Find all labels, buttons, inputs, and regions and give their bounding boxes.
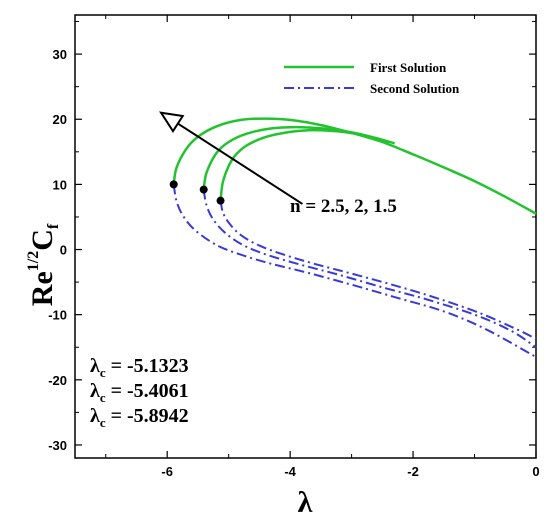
critical-value-3: λc = -5.8942	[90, 405, 189, 430]
critical-point	[169, 180, 178, 189]
y-axis-label-sub: f	[45, 223, 62, 229]
y-axis-label-sup: 1/2	[25, 251, 42, 271]
y-axis-label: Re1/2Cf	[25, 223, 62, 306]
x-axis-ticks: -6 -4 -2 0	[105, 15, 540, 479]
y-axis-label-c: C	[26, 229, 59, 251]
y-tick-label: 10	[53, 177, 67, 192]
plot-border	[74, 14, 537, 459]
critical-points	[169, 180, 225, 205]
y-tick-label: -30	[48, 438, 67, 453]
arrow-shaft	[177, 122, 303, 205]
series-first-n-1_5	[219, 128, 389, 201]
legend-label-first-solution: First Solution	[370, 60, 447, 75]
x-tick-label: -6	[161, 464, 173, 479]
y-tick-label: 20	[53, 112, 67, 127]
y-tick-label: -20	[48, 373, 67, 388]
series-second-n-1_5	[219, 200, 537, 340]
series-second-n-2	[202, 189, 537, 349]
legend-label-second-solution: Second Solution	[370, 81, 460, 96]
critical-values: λc = -5.1323 λc = -5.4061 λc = -5.8942	[90, 355, 189, 430]
y-tick-label: -10	[48, 308, 67, 323]
arrow-label: n = 2.5, 2, 1.5	[290, 196, 397, 217]
series-second-n-2_5	[172, 184, 537, 358]
x-axis-label: λ	[298, 486, 313, 519]
critical-value-1: λc = -5.1323	[90, 355, 189, 380]
y-axis-ticks: -30 -20 -10 0 10 20 30	[48, 21, 536, 453]
arrow-head	[159, 111, 185, 133]
critical-point	[199, 185, 208, 194]
series-layer	[172, 117, 537, 358]
critical-value-2: λc = -5.4061	[90, 380, 189, 405]
y-tick-label: 30	[53, 47, 67, 62]
direction-arrow	[159, 111, 303, 205]
y-tick-label: 0	[60, 243, 67, 258]
svg-text:Re1/2Cf: Re1/2Cf	[25, 223, 62, 306]
critical-point	[216, 196, 225, 205]
plot-frame	[74, 14, 537, 459]
x-tick-label: -2	[407, 464, 419, 479]
y-axis-label-re: Re	[26, 271, 59, 306]
x-tick-label: -4	[284, 464, 296, 479]
x-tick-label: 0	[532, 464, 539, 479]
series-first-n-2_5	[172, 117, 537, 215]
legend: First Solution Second Solution	[284, 60, 460, 96]
